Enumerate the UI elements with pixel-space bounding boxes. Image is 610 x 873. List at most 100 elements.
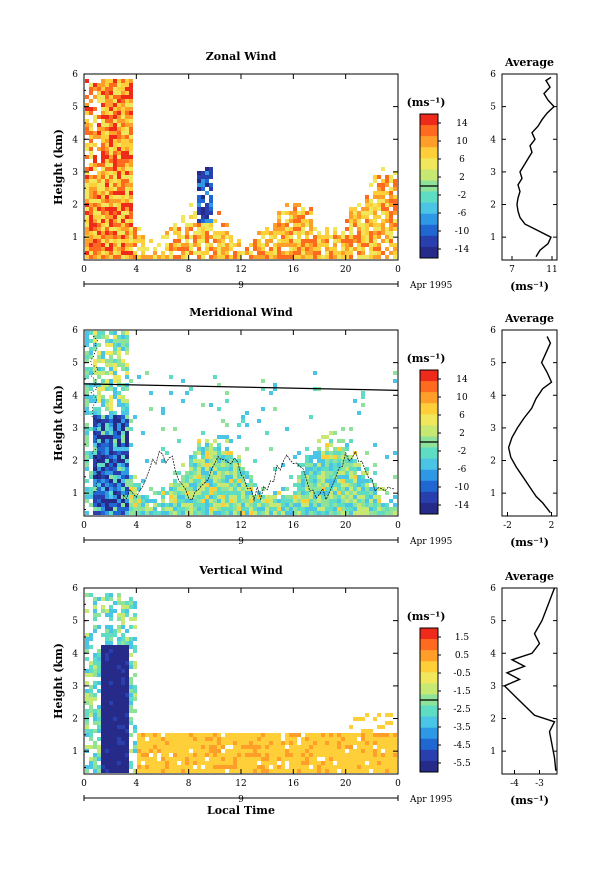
- colorbar-tick-label: -10: [455, 483, 470, 493]
- profile-line: [507, 336, 553, 514]
- y-axis-label: Height (km): [52, 385, 65, 461]
- day-label: 9: [238, 537, 244, 547]
- profile-x-tick-label: 11: [546, 265, 557, 275]
- colorbar-tick-label: -0.5: [453, 669, 471, 679]
- colorbar-swatch: [420, 114, 438, 126]
- y-tick-label: 5: [72, 617, 78, 627]
- colorbar-swatch: [420, 213, 438, 226]
- profile-x-tick-label: -4: [510, 779, 519, 789]
- colorbar-swatch: [420, 381, 438, 393]
- panel-title: Vertical Wind: [198, 564, 283, 577]
- colorbar-swatch: [420, 158, 438, 170]
- x-tick-label: 20: [340, 265, 352, 275]
- colorbar-tick-label: -2: [458, 191, 467, 201]
- y-tick-label: 1: [72, 489, 78, 499]
- colorbar-tick-label: 10: [456, 393, 468, 403]
- colorbar-tick-label: -14: [455, 245, 470, 255]
- colorbar-swatch: [420, 224, 438, 237]
- y-tick-label: 2: [72, 715, 78, 725]
- profile-frame: [501, 73, 558, 261]
- colorbar-swatch: [420, 458, 438, 471]
- x-tick-label: 8: [186, 521, 192, 531]
- x-tick-label: 12: [235, 779, 246, 789]
- profile-y-tick-label: 5: [490, 103, 496, 113]
- colorbar-swatch: [420, 246, 438, 259]
- y-tick-label: 4: [72, 391, 78, 401]
- profile-frame: [501, 587, 558, 775]
- profile-x-axis-label: (ms⁻¹): [510, 536, 549, 549]
- colorbar-swatch: [420, 403, 438, 415]
- colorbar-swatch: [420, 235, 438, 248]
- colorbar-swatch: [420, 370, 438, 382]
- average-profile: Average 1 2 3 4 5 6 7 11 (ms⁻¹): [490, 56, 557, 293]
- profile-y-tick-label: 2: [490, 201, 496, 211]
- heatmap-field: [85, 331, 397, 515]
- date-label: Apr 1995: [409, 281, 453, 291]
- profile-y-tick-label: 4: [490, 135, 496, 145]
- x-tick-label: 0: [395, 521, 401, 531]
- colorbar-tick-label: -6: [458, 465, 467, 475]
- x-tick-label: 0: [81, 265, 87, 275]
- zero-contour-line: [83, 383, 399, 391]
- colorbar-tick-label: -3.5: [453, 723, 471, 733]
- profile-y-tick-label: 6: [490, 326, 496, 336]
- colorbar-tick-label: -2: [458, 447, 467, 457]
- colorbar-swatch: [420, 502, 438, 515]
- y-tick-label: 3: [72, 168, 78, 178]
- y-tick-label: 6: [72, 326, 78, 336]
- profile-y-tick-label: 3: [490, 682, 496, 692]
- colorbar-swatch: [420, 727, 438, 740]
- profile-x-tick-label: 2: [549, 521, 555, 531]
- colorbar-tick-label: 1.5: [455, 633, 470, 643]
- profile-frame: [501, 329, 558, 517]
- colorbar-swatch: [420, 683, 438, 695]
- colorbar-swatch: [420, 760, 438, 773]
- colorbar-tick-label: -1.5: [453, 687, 471, 697]
- profile-y-tick-label: 1: [490, 233, 496, 243]
- profile-x-axis-label: (ms⁻¹): [510, 280, 549, 293]
- x-tick-label: 4: [133, 265, 139, 275]
- colorbar-unit-label: (ms⁻¹): [407, 352, 446, 365]
- colorbar-swatch: [420, 469, 438, 482]
- profile-y-tick-label: 4: [490, 391, 496, 401]
- x-tick-label: 20: [340, 779, 352, 789]
- y-tick-label: 1: [72, 747, 78, 757]
- colorbar-swatch: [420, 202, 438, 215]
- profile-y-tick-label: 3: [490, 424, 496, 434]
- average-profile: Average 1 2 3 4 5 6 -4 -3 (ms⁻¹): [490, 570, 558, 807]
- x-tick-label: 20: [340, 521, 352, 531]
- y-axis-label: Height (km): [52, 129, 65, 205]
- y-axis-label: Height (km): [52, 643, 65, 719]
- heatmap-field: [85, 593, 397, 773]
- colorbar-tick-label: 2: [459, 429, 465, 439]
- y-tick-label: 6: [72, 584, 78, 594]
- colorbar-tick-label: -6: [458, 209, 467, 219]
- colorbar-swatch: [420, 628, 438, 640]
- profile-y-tick-label: 5: [490, 359, 496, 369]
- x-axis-label: Local Time: [207, 804, 275, 817]
- x-tick-label: 0: [81, 521, 87, 531]
- x-tick-label: 0: [395, 265, 401, 275]
- y-tick-label: 3: [72, 682, 78, 692]
- profile-y-tick-label: 5: [490, 617, 496, 627]
- x-tick-label: 12: [235, 521, 246, 531]
- colorbar-swatch: [420, 639, 438, 651]
- profile-x-axis-label: (ms⁻¹): [510, 794, 549, 807]
- colorbar-tick-label: -10: [455, 227, 470, 237]
- colorbar-swatch: [420, 147, 438, 159]
- contour-line: [122, 450, 395, 502]
- colorbar-tick-label: 6: [459, 411, 465, 421]
- colorbar-swatch: [420, 705, 438, 718]
- y-tick-label: 6: [72, 70, 78, 80]
- colorbar-tick-label: 6: [459, 155, 465, 165]
- x-tick-label: 16: [288, 521, 300, 531]
- contour-line: [90, 336, 99, 493]
- colorbar-swatch: [420, 480, 438, 493]
- y-tick-label: 5: [72, 359, 78, 369]
- x-tick-label: 12: [235, 265, 246, 275]
- profile-y-tick-label: 2: [490, 715, 496, 725]
